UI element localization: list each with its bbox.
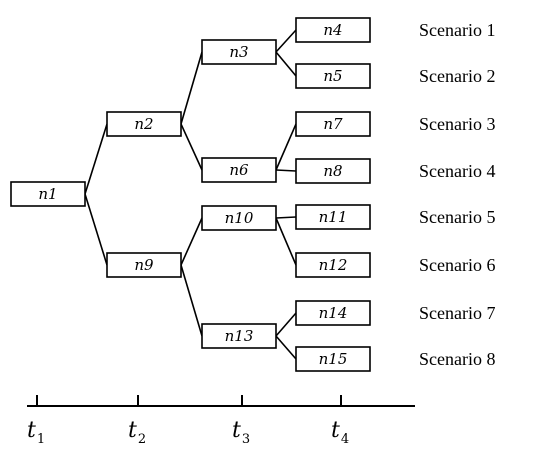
time-label-base: t — [27, 418, 36, 443]
node-box — [106, 252, 182, 278]
scenario-label: Scenario 5 — [419, 207, 495, 227]
time-axis: t1 t2 t3 t4 — [27, 395, 415, 447]
node-label: n3 — [229, 43, 248, 61]
node-label: n5 — [323, 67, 342, 85]
node-label: n1 — [38, 185, 57, 203]
node-box — [201, 39, 277, 65]
node-n8: n8 — [295, 158, 371, 184]
edge-n6-n7 — [275, 123, 297, 171]
node-n7: n7 — [295, 111, 371, 137]
nodes-layer: n1 n2 n3 n4 n5 n6 n7 n8 n9 n10 n11 n12 n13 n14 n15 — [10, 17, 371, 372]
node-label: n8 — [323, 162, 342, 180]
node-label: n11 — [319, 208, 348, 226]
node-label: n7 — [323, 115, 343, 133]
node-label: n12 — [319, 256, 348, 274]
edge-n2-n6 — [180, 123, 203, 171]
node-n3: n3 — [201, 39, 277, 65]
node-n11: n11 — [295, 204, 371, 230]
node-n10: n10 — [201, 205, 277, 231]
scenario-label: Scenario 3 — [419, 114, 495, 134]
edge-n1-n9 — [84, 193, 108, 266]
node-n14: n14 — [295, 300, 371, 326]
edge-n1-n2 — [84, 123, 108, 195]
edge-n3-n5 — [275, 51, 297, 77]
node-box — [201, 323, 277, 349]
node-label: n13 — [225, 327, 254, 345]
scenario-label: Scenario 8 — [419, 349, 495, 369]
scenario-label: Scenario 1 — [419, 20, 495, 40]
node-box — [10, 181, 86, 207]
edge-n13-n15 — [275, 335, 297, 360]
edges-layer — [84, 29, 297, 360]
edge-n10-n12 — [275, 217, 297, 266]
node-label: n9 — [134, 256, 154, 274]
time-label-subscript: 2 — [138, 432, 146, 447]
time-label-subscript: 3 — [242, 432, 250, 447]
node-n9: n9 — [106, 252, 182, 278]
node-box — [295, 346, 371, 372]
time-label: t1 — [27, 418, 45, 447]
scenario-label: Scenario 4 — [419, 161, 495, 181]
time-label-subscript: 1 — [37, 432, 45, 447]
node-n6: n6 — [201, 157, 277, 183]
time-label-base: t — [331, 418, 340, 443]
node-box — [295, 158, 371, 184]
node-n1: n1 — [10, 181, 86, 207]
node-box — [295, 300, 371, 326]
node-n2: n2 — [106, 111, 182, 137]
time-label-base: t — [128, 418, 137, 443]
node-box — [295, 63, 371, 89]
scenario-labels: Scenario 1 Scenario 2 Scenario 3 Scenario 4… — [419, 20, 495, 369]
scenario-label: Scenario 2 — [419, 66, 495, 86]
node-label: n15 — [319, 350, 348, 368]
node-label: n10 — [225, 209, 254, 227]
edge-n2-n3 — [180, 51, 203, 125]
edge-n3-n4 — [275, 29, 297, 53]
node-box — [295, 111, 371, 137]
scenario-label: Scenario 6 — [419, 255, 495, 275]
node-n15: n15 — [295, 346, 371, 372]
node-label: n4 — [323, 21, 342, 39]
node-label: n6 — [229, 161, 249, 179]
time-label: t4 — [331, 418, 349, 447]
node-label: n2 — [134, 115, 153, 133]
node-box — [295, 17, 371, 43]
time-label: t3 — [232, 418, 250, 447]
node-box — [295, 204, 371, 230]
time-label: t2 — [128, 418, 146, 447]
node-n13: n13 — [201, 323, 277, 349]
time-label-subscript: 4 — [341, 432, 349, 447]
edge-n13-n14 — [275, 312, 297, 337]
node-box — [201, 157, 277, 183]
node-n5: n5 — [295, 63, 371, 89]
scenario-label: Scenario 7 — [419, 303, 495, 323]
edge-n9-n10 — [180, 217, 203, 266]
edge-n9-n13 — [180, 264, 203, 337]
node-n12: n12 — [295, 252, 371, 278]
node-label: n14 — [319, 304, 348, 322]
node-box — [295, 252, 371, 278]
node-box — [106, 111, 182, 137]
node-box — [201, 205, 277, 231]
edge-n10-n11 — [275, 216, 297, 219]
edge-n6-n8 — [275, 169, 297, 172]
time-label-base: t — [232, 418, 241, 443]
node-n4: n4 — [295, 17, 371, 43]
